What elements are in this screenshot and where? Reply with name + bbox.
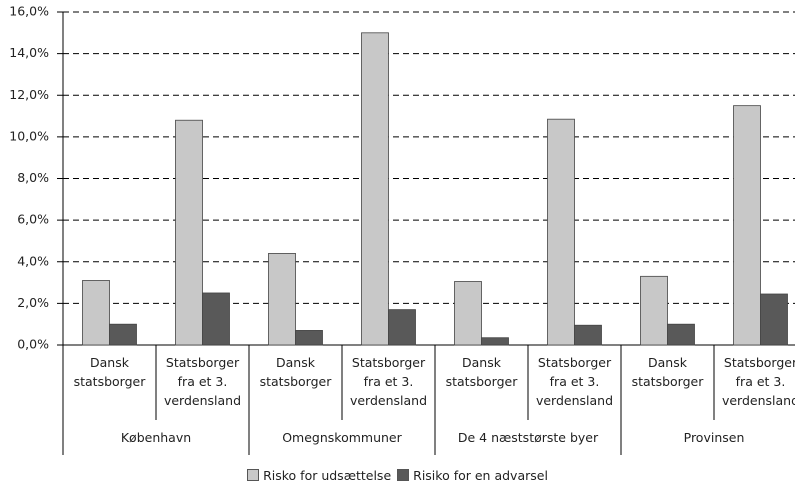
- x-tick-label: Statsborger fra et 3. verdensland: [349, 355, 428, 408]
- y-tick-label: 14,0%: [9, 45, 49, 60]
- legend-label: Risiko for en advarsel: [413, 468, 548, 483]
- bar: [268, 253, 296, 346]
- y-tick-label: 2,0%: [17, 295, 49, 310]
- x-tick-label: Dansk statsborger: [631, 355, 704, 389]
- group-label: De 4 næststørste byer: [457, 430, 599, 445]
- bar: [202, 292, 230, 346]
- legend-swatch: [397, 469, 410, 481]
- bar: [760, 293, 788, 346]
- bar: [361, 32, 389, 346]
- x-tick-label: Dansk statsborger: [445, 355, 518, 389]
- x-tick-label: Statsborger fra et 3. verdensland: [535, 355, 614, 408]
- y-tick-label: 12,0%: [9, 87, 49, 102]
- bar: [82, 280, 110, 346]
- bar: [388, 309, 416, 346]
- y-tick-label: 8,0%: [17, 170, 49, 185]
- bar: [667, 323, 695, 346]
- group-label: København: [120, 430, 192, 445]
- bar: [295, 330, 323, 346]
- bar: [547, 118, 575, 346]
- x-tick-label: Statsborger fra et 3. verdensland: [721, 355, 795, 408]
- legend-label: Risko for udsættelse: [263, 468, 392, 483]
- legend-item: Risiko for en advarsel: [397, 468, 548, 483]
- bar: [109, 323, 137, 346]
- bar: [481, 337, 509, 346]
- bar: [640, 275, 668, 346]
- y-tick-label: 0,0%: [17, 337, 49, 352]
- legend-item: Risko for udsættelse: [247, 468, 391, 483]
- group-label: Omegnskommuner: [282, 430, 402, 445]
- x-tick-label: Dansk statsborger: [73, 355, 146, 389]
- bar: [454, 281, 482, 346]
- y-tick-label: 16,0%: [9, 4, 49, 19]
- group-label: Provinsen: [683, 430, 745, 445]
- y-tick-label: 10,0%: [9, 128, 49, 143]
- legend-swatch: [247, 469, 260, 481]
- x-tick-label: Dansk statsborger: [259, 355, 332, 389]
- bar: [574, 324, 602, 346]
- legend: Risko for udsættelse Risiko for en advars…: [0, 468, 795, 483]
- bar: [733, 105, 761, 346]
- y-tick-label: 6,0%: [17, 212, 49, 227]
- bar: [175, 119, 203, 346]
- x-tick-label: Statsborger fra et 3. verdensland: [163, 355, 242, 408]
- y-tick-label: 4,0%: [17, 253, 49, 268]
